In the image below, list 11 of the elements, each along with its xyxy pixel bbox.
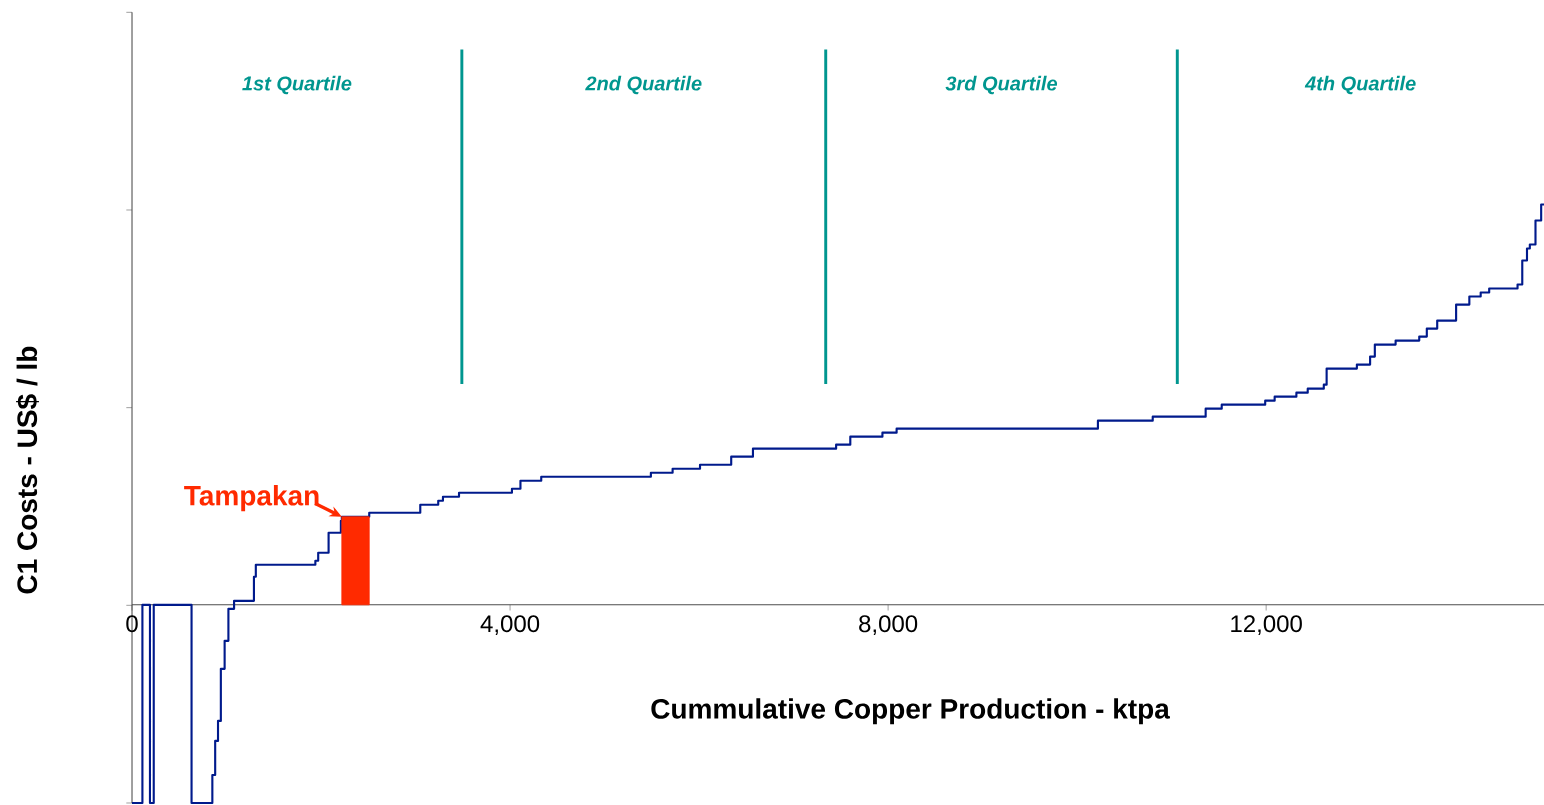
x-tick-label: 8,000 bbox=[859, 615, 918, 636]
text: 2nd Quartile bbox=[585, 75, 702, 95]
x-tick-label: 0 bbox=[126, 615, 138, 633]
x-tick-label: 4,000 bbox=[480, 615, 540, 636]
text: 3rd Quartile bbox=[945, 75, 1058, 95]
x-axis-title: Cummulative Copper Production - ktpa bbox=[651, 698, 1170, 725]
legend-label: Tampakan bbox=[184, 485, 319, 512]
text: 1st Quartile bbox=[242, 75, 352, 95]
y-axis-title: C1 Costs - US$ / lb bbox=[16, 346, 39, 594]
x-tick-label: 12,000 bbox=[1231, 615, 1302, 636]
text: 4th Quartile bbox=[1304, 75, 1416, 95]
